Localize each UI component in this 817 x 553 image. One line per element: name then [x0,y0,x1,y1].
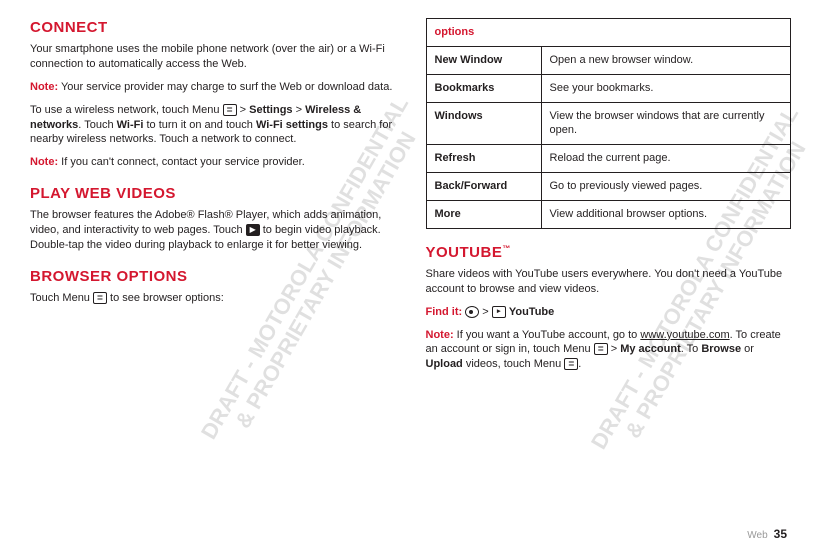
opt-desc: View additional browser options. [541,200,791,228]
browser-text: Touch Menu ≣ to see browser options: [30,291,396,306]
text: Touch Menu [30,292,93,304]
opt-label: Bookmarks [426,74,541,102]
text: > [479,306,492,318]
table-row: Bookmarks See your bookmarks. [426,74,791,102]
left-column: CONNECT Your smartphone uses the mobile … [30,18,396,543]
text: videos, touch Menu [463,358,565,370]
text: > [293,104,306,116]
table-row: Back/Forward Go to previously viewed pag… [426,173,791,201]
options-table: options New Window Open a new browser wi… [426,18,792,229]
upload-label: Upload [426,358,463,370]
opt-label: Back/Forward [426,173,541,201]
text: or [741,343,754,355]
note-text: Your service provider may charge to surf… [58,81,392,93]
footer-section: Web [747,530,767,541]
trademark: ™ [502,244,511,253]
opt-desc: See your bookmarks. [541,74,791,102]
launcher-icon [465,306,479,318]
settings-label: Settings [249,104,292,116]
opt-desc: Open a new browser window. [541,46,791,74]
youtube-intro: Share videos with YouTube users everywhe… [426,267,792,297]
table-row: Windows View the browser windows that ar… [426,102,791,145]
note-label: Note: [426,329,454,341]
wifi-label: Wi-Fi [117,119,144,131]
note-label: Note: [30,156,58,168]
myaccount-label: My account [620,343,681,355]
connect-note2: Note: If you can't connect, contact your… [30,155,396,170]
footer-page: 35 [774,527,787,541]
connect-note1: Note: Your service provider may charge t… [30,80,396,95]
opt-desc: View the browser windows that are curren… [541,102,791,145]
text: . [578,358,581,370]
findit-label: Find it: [426,306,463,318]
heading-connect: CONNECT [30,18,396,38]
text: To use a wireless network, touch Menu [30,104,223,116]
opt-label: Windows [426,102,541,145]
text: If you want a YouTube account, go to [454,329,641,341]
youtube-app-label: YouTube [509,306,554,318]
note-label: Note: [30,81,58,93]
play-icon: ▶ [246,224,260,236]
opt-label: New Window [426,46,541,74]
table-row: More View additional browser options. [426,200,791,228]
menu-icon: ≣ [594,343,608,355]
youtube-title: YOUTUBE [426,244,503,261]
youtube-note: Note: If you want a YouTube account, go … [426,328,792,373]
table-header-row: options [426,19,791,47]
text: > [237,104,250,116]
text: . Touch [78,119,116,131]
opt-label: More [426,200,541,228]
table-row: Refresh Reload the current page. [426,145,791,173]
page-footer: Web 35 [747,527,787,541]
heading-youtube: YOUTUBE™ [426,243,792,263]
youtube-url: www.youtube.com [640,329,729,341]
text: > [608,343,621,355]
wifi-settings-label: Wi-Fi settings [256,119,328,131]
youtube-findit: Find it: > ▸ YouTube [426,305,792,320]
heading-browser-options: BROWSER OPTIONS [30,267,396,287]
browse-label: Browse [701,343,741,355]
youtube-icon: ▸ [492,306,506,318]
text: to see browser options: [107,292,224,304]
play-text: The browser features the Adobe® Flash® P… [30,208,396,253]
text: . To [681,343,702,355]
opt-desc: Go to previously viewed pages. [541,173,791,201]
connect-intro: Your smartphone uses the mobile phone ne… [30,42,396,72]
note-text: If you can't connect, contact your servi… [58,156,305,168]
menu-icon: ≣ [93,292,107,304]
opt-desc: Reload the current page. [541,145,791,173]
opt-label: Refresh [426,145,541,173]
connect-steps: To use a wireless network, touch Menu ≣ … [30,103,396,148]
table-row: New Window Open a new browser window. [426,46,791,74]
menu-icon: ≣ [223,104,237,116]
text: to turn it on and touch [143,119,256,131]
menu-icon: ≣ [564,358,578,370]
right-column: options New Window Open a new browser wi… [426,18,792,543]
heading-play: PLAY WEB VIDEOS [30,184,396,204]
table-header: options [426,19,791,47]
